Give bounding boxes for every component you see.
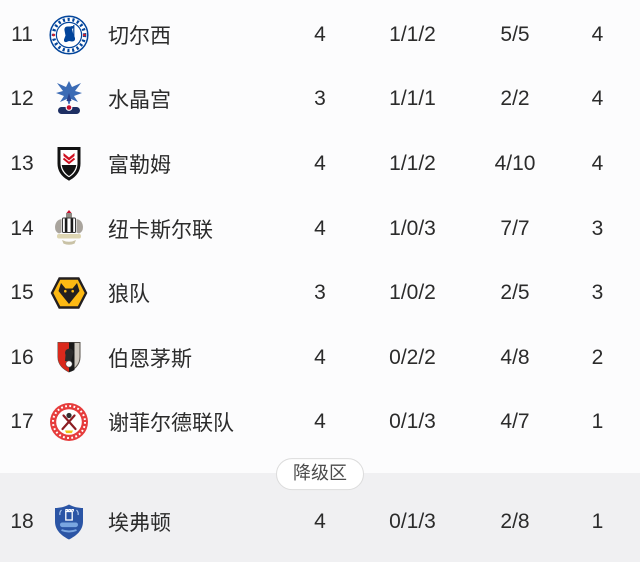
points: 4 [591,87,604,111]
everton-crest-icon [44,502,94,542]
points: 3 [591,216,604,240]
points: 4 [591,151,604,175]
games-played: 4 [314,151,326,175]
team-name: 埃弗顿 [108,512,171,536]
team-name: 纽卡斯尔联 [108,218,213,242]
goals-for-against: 5/5 [500,22,530,46]
rank: 18 [10,510,34,534]
table-row[interactable]: 11 切尔西 4 1/1/2 5/5 4 [0,3,640,68]
team-name: 伯恩茅斯 [108,347,192,371]
games-played: 4 [314,410,326,434]
rank: 12 [10,87,34,111]
team-name: 切尔西 [108,24,171,48]
games-played: 4 [314,345,326,369]
rank: 13 [10,151,34,175]
games-played: 4 [314,22,326,46]
table-row[interactable]: 12 水晶宫 3 1/1/1 2/2 4 [0,67,640,132]
win-draw-loss: 1/1/2 [389,22,436,46]
games-played: 4 [314,216,326,240]
points: 4 [591,22,604,46]
fulham-crest-icon [44,144,94,184]
rank: 11 [11,22,33,46]
win-draw-loss: 1/0/3 [389,216,436,240]
rank: 17 [10,410,34,434]
team-name: 富勒姆 [108,153,171,177]
win-draw-loss: 1/0/2 [389,281,436,305]
win-draw-loss: 0/1/3 [389,410,436,434]
team-name: 谢菲尔德联队 [108,412,234,436]
goals-for-against: 4/10 [494,151,536,175]
relegation-zone-section: 18 埃弗顿 4 0/1/3 2/8 1 [0,490,640,562]
table-row[interactable]: 18 埃弗顿 4 0/1/3 2/8 1 [0,490,640,555]
chelsea-crest-icon [44,15,94,55]
points: 1 [591,510,604,534]
table-row[interactable]: 13 富勒姆 4 1/1/2 4/10 4 [0,132,640,197]
goals-for-against: 7/7 [500,216,530,240]
goals-for-against: 2/2 [500,87,530,111]
table-row[interactable]: 17 谢菲尔德联队 4 0/1/3 4/7 1 [0,390,640,455]
team-name: 狼队 [108,283,150,307]
win-draw-loss: 0/1/3 [389,510,436,534]
win-draw-loss: 1/1/2 [389,151,436,175]
points: 2 [591,345,604,369]
goals-for-against: 4/8 [500,345,530,369]
bournemouth-crest-icon [44,338,94,378]
table-row[interactable]: 15 狼队 3 1/0/2 2/5 3 [0,261,640,326]
games-played: 3 [314,87,326,111]
goals-for-against: 2/8 [500,510,530,534]
rank: 16 [10,345,34,369]
points: 1 [591,410,604,434]
newcastle-crest-icon [44,209,94,249]
relegation-zone-badge: 降级区 [276,458,364,491]
table-body: 11 切尔西 4 1/1/2 5/5 4 12 [0,3,640,455]
wolves-crest-icon [44,273,94,313]
games-played: 4 [314,510,326,534]
points: 3 [591,281,604,305]
win-draw-loss: 1/1/1 [389,87,436,111]
win-draw-loss: 0/2/2 [389,345,436,369]
rank: 15 [10,281,34,305]
table-row[interactable]: 16 伯恩茅斯 4 0/2/2 4/8 2 [0,325,640,390]
crystal-palace-crest-icon [44,79,94,119]
team-name: 水晶宫 [108,89,171,113]
goals-for-against: 2/5 [500,281,530,305]
table-row[interactable]: 14 纽卡斯尔联 4 1/0/3 7/7 3 [0,196,640,261]
games-played: 3 [314,281,326,305]
relegation-divider: 降级区 [0,454,640,491]
goals-for-against: 4/7 [500,410,530,434]
relegation-zone-label: 降级区 [293,463,347,484]
sheffield-united-crest-icon [44,402,94,442]
rank: 14 [10,216,34,240]
